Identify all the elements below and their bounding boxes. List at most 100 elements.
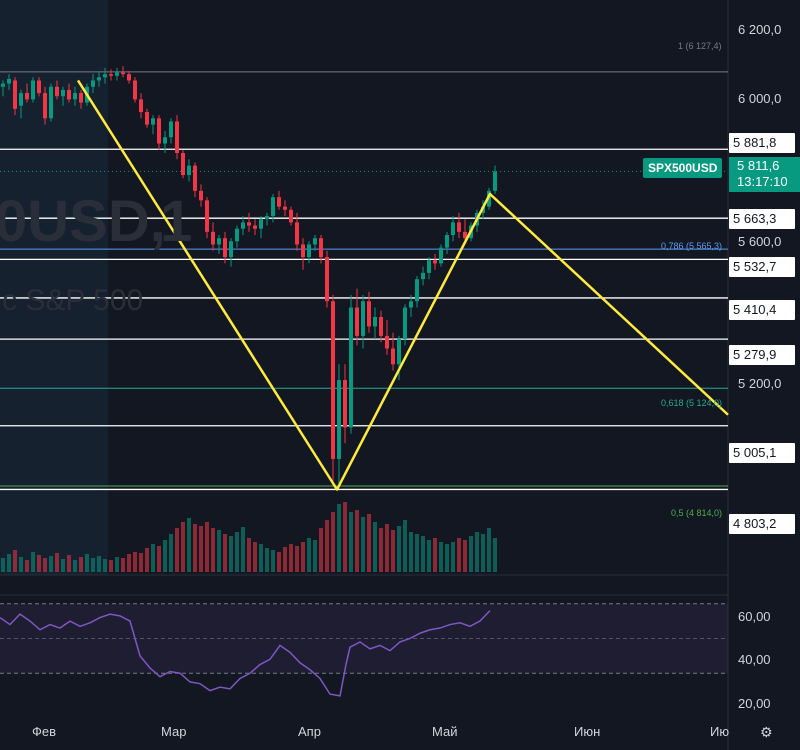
candle-body [13,80,17,109]
volume-bar [91,558,95,572]
volume-bar [379,528,383,572]
candle-body [385,335,389,349]
last-price: 5 811,6 [737,158,780,173]
candle-body [337,380,341,459]
candle-body [187,165,191,176]
volume-bar [439,542,443,572]
rsi-tick-40: 40,00 [738,652,771,667]
candle-body [355,307,359,336]
candle-body [61,89,65,97]
candle-body [133,80,137,100]
candle-body [349,307,353,428]
volume-bar [415,534,419,572]
price-tick-5600: 5 600,0 [738,234,782,249]
volume-bar [343,502,347,572]
candle-body [277,197,281,207]
candle-body [439,247,443,264]
candle-body [307,244,311,258]
candle-body [487,190,491,207]
volume-bar [355,510,359,572]
volume-bar [25,560,29,572]
volume-bar [217,530,221,572]
volume-bar [193,524,197,572]
volume-bar [247,538,251,572]
candle-body [193,165,197,191]
volume-bar [73,560,77,572]
candle-body [145,112,149,125]
volume-bar [487,528,491,572]
level-label-5881[interactable]: 5 881,8 [729,133,795,153]
gear-icon[interactable]: ⚙ [760,724,773,740]
volume-bar [133,552,137,572]
candle-body [31,80,35,100]
candle-body [301,244,305,258]
level-label-5663[interactable]: 5 663,3 [729,209,795,229]
x-tick-feb: Фев [32,724,57,739]
rsi-tick-20: 20,00 [738,696,771,711]
candle-body [493,171,497,191]
volume-bar [295,546,299,572]
candle-body [91,80,95,87]
candle-body [253,225,257,229]
level-label-5279[interactable]: 5 279,9 [729,345,795,365]
volume-bar [115,557,119,572]
volume-bar [277,552,281,572]
volume-bar [181,522,185,572]
volume-bar [199,526,203,572]
candle-body [271,197,275,217]
volume-bar [337,504,341,572]
candle-body [289,209,293,223]
candle-body [229,241,233,258]
volume-bar [121,558,125,572]
volume-bar [469,536,473,572]
volume-bar [79,557,83,572]
candle-body [103,74,107,78]
level-label-4803[interactable]: 4 803,2 [729,514,795,534]
volume-bar [385,524,389,572]
candle-body [67,89,71,100]
candle-body [283,206,287,210]
candle-body [331,301,335,459]
level-label-5005[interactable]: 5 005,1 [729,443,795,463]
volume-bar [283,547,287,572]
fib-label-0786: 0,786 (5 565,3) [661,241,723,251]
level-label-5410[interactable]: 5 410,4 [729,300,795,320]
volume-bar [445,544,449,572]
candle-body [373,317,377,327]
volume-bar [175,528,179,572]
volume-bar [139,553,143,572]
candle-body [211,231,215,245]
volume-bar [145,548,149,572]
candle-body [175,121,179,153]
candle-body [205,200,209,232]
volume-bar [475,532,479,572]
volume-bar [67,555,71,572]
volume-bar [349,512,353,572]
price-tick-5200: 5 200,0 [738,376,782,391]
fib-label-0618: 0,618 (5 124,0) [661,398,723,408]
volume-bar [319,528,323,572]
volume-bar [13,550,17,572]
level-label-5532[interactable]: 5 532,7 [729,257,795,277]
volume-bar [163,540,167,572]
x-tick-apr: Апр [298,724,321,739]
candle-body [97,77,101,81]
volume-bar [169,534,173,572]
candle-body [247,222,251,226]
volume-bar [235,532,239,572]
volume-bar [463,540,467,572]
candle-body [313,238,317,245]
volume-bar [109,560,113,572]
candle-body [409,301,413,308]
candle-body [445,235,449,248]
volume-bar [427,540,431,572]
candle-body [157,118,161,144]
volume-bar [97,556,101,572]
history-shade [0,0,108,575]
candle-body [25,93,29,100]
volume-bar [187,518,191,572]
volume-bar [409,532,413,572]
candle-body [109,74,113,76]
volume-bar [7,554,11,572]
